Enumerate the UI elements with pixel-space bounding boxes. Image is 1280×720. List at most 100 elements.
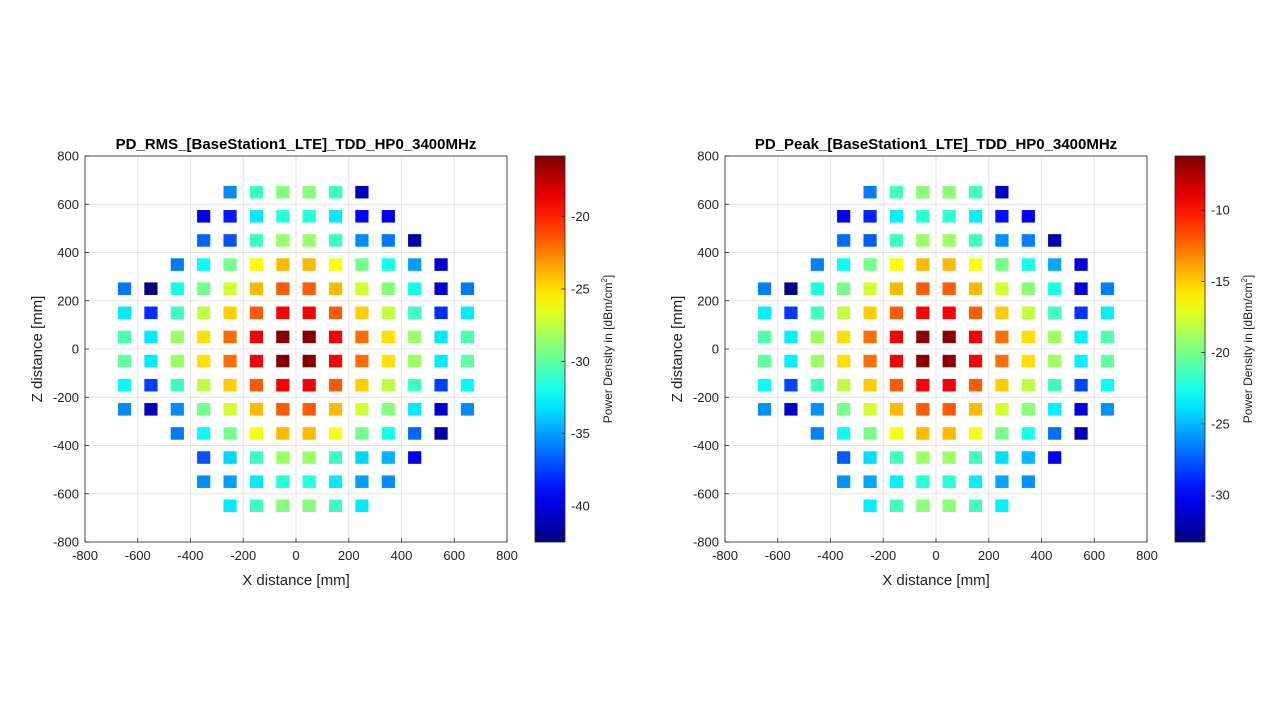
peak-cell-3-4: [863, 258, 877, 271]
peak-cell-2-8: [968, 234, 983, 247]
peak-cell-8-6: [916, 378, 930, 392]
peak-cell-7-3: [837, 354, 851, 368]
peak-cell-10-12: [1074, 427, 1088, 440]
peak-cell-3-8: [968, 258, 983, 271]
rms-cell-12-3: [197, 475, 211, 488]
peak-cell-12-9: [995, 475, 1009, 488]
rms-cell-2-11: [408, 234, 422, 247]
rms-cell-8-11: [408, 378, 422, 392]
rms-cell-12-6: [276, 475, 290, 488]
peak-cell-7-4: [863, 354, 877, 368]
rms-x-axis-label: X distance [mm]: [242, 572, 350, 589]
peak-cell-1-3: [837, 210, 851, 223]
peak-cell-4-9: [995, 282, 1009, 295]
rms-cell-10-3: [197, 427, 211, 440]
rms-ytick-label-7: -600: [53, 486, 79, 501]
peak-cell-1-5: [889, 210, 904, 223]
rms-cell-1-8: [328, 210, 343, 223]
peak-cell-11-10: [1021, 451, 1035, 464]
rms-cell-5-8: [328, 306, 343, 320]
peak-cell-9-11: [1048, 403, 1062, 416]
peak-cell-10-5: [889, 427, 904, 440]
rms-cell-0-9: [355, 185, 369, 199]
peak-xtick-label-8: 800: [1136, 548, 1158, 563]
rms-cell-5-2: [170, 306, 184, 320]
peak-cell-1-9: [995, 210, 1009, 223]
rms-cell-5-9: [355, 306, 369, 320]
rms-cell-0-5: [249, 185, 264, 199]
peak-y-axis-label: Z distance [mm]: [669, 296, 686, 403]
peak-cell-12-8: [968, 475, 983, 488]
rms-cell-11-8: [328, 451, 343, 464]
rms-cell-11-10: [381, 451, 395, 464]
rms-cell-4-11: [408, 282, 422, 295]
rms-cell-1-5: [249, 210, 264, 223]
peak-colorbar: [1174, 155, 1206, 543]
rms-xtick-label-8: 800: [496, 548, 518, 563]
peak-cell-11-9: [995, 451, 1009, 464]
rms-cell-3-7: [302, 258, 316, 271]
peak-cell-8-7: [942, 378, 956, 392]
peak-cell-6-13: [1100, 330, 1115, 344]
peak-cell-3-5: [889, 258, 904, 271]
peak-cell-12-6: [916, 475, 930, 488]
rms-colorbar-label: Power Density in [dBm/cm2]: [600, 275, 615, 424]
rms-colorbar-label-main: Power Density in [dBm/cm: [601, 283, 615, 424]
rms-cell-4-3: [197, 282, 211, 295]
rms-cell-9-12: [434, 403, 448, 416]
rms-ytick-label-2: 400: [57, 245, 79, 260]
peak-cell-4-3: [837, 282, 851, 295]
peak-cell-9-1: [784, 403, 798, 416]
rms-cell-6-4: [223, 330, 237, 344]
rms-cell-7-1: [144, 354, 158, 368]
rms-cell-5-6: [276, 306, 290, 320]
rms-cell-4-13: [460, 282, 475, 295]
peak-cell-4-10: [1021, 282, 1035, 295]
peak-cell-7-8: [968, 354, 983, 368]
rms-cell-6-11: [408, 330, 422, 344]
rms-cell-4-5: [249, 282, 264, 295]
rms-cell-9-11: [408, 403, 422, 416]
rms-cell-10-8: [328, 427, 343, 440]
peak-cell-6-8: [968, 330, 983, 344]
rms-chart-title: PD_RMS_[BaseStation1_LTE]_TDD_HP0_3400MH…: [116, 136, 477, 153]
peak-cell-4-5: [889, 282, 904, 295]
peak-cell-5-12: [1074, 306, 1088, 320]
rms-cell-13-8: [328, 499, 343, 513]
peak-colorbar-tick-label-3: -25: [1211, 416, 1230, 431]
peak-cell-7-5: [889, 354, 904, 368]
peak-chart-title: PD_Peak_[BaseStation1_LTE]_TDD_HP0_3400M…: [755, 136, 1117, 153]
peak-cell-13-8: [968, 499, 983, 513]
rms-cell-5-4: [223, 306, 237, 320]
rms-ytick-label-5: -200: [53, 390, 79, 405]
peak-heatmap-chart: -800 -600 -400 -200 0 200 400 600 80080060040020…: [669, 136, 1255, 589]
peak-cell-2-3: [837, 234, 851, 247]
peak-cell-0-7: [942, 185, 956, 199]
rms-cell-3-6: [276, 258, 290, 271]
rms-cell-7-11: [408, 354, 422, 368]
rms-colorbar-label-end: ]: [601, 275, 615, 278]
rms-cell-8-13: [460, 378, 475, 392]
peak-ytick-label-5: -200: [693, 390, 719, 405]
rms-cell-9-4: [223, 403, 237, 416]
peak-cell-5-1: [784, 306, 798, 320]
peak-cell-7-2: [810, 354, 824, 368]
rms-cell-8-0: [117, 378, 132, 392]
rms-cell-4-9: [355, 282, 369, 295]
rms-cell-8-8: [328, 378, 343, 392]
rms-cell-4-8: [328, 282, 343, 295]
peak-cell-8-13: [1100, 378, 1115, 392]
rms-cell-4-6: [276, 282, 290, 295]
peak-cell-11-4: [863, 451, 877, 464]
rms-cell-2-5: [249, 234, 264, 247]
peak-cell-10-10: [1021, 427, 1035, 440]
peak-cell-7-13: [1100, 354, 1115, 368]
rms-cell-11-7: [302, 451, 316, 464]
rms-cell-4-10: [381, 282, 395, 295]
rms-cell-7-6: [276, 354, 290, 368]
rms-cell-3-10: [381, 258, 395, 271]
rms-cell-5-12: [434, 306, 448, 320]
peak-cell-11-8: [968, 451, 983, 464]
rms-cell-1-9: [355, 210, 369, 223]
peak-cell-4-0: [757, 282, 772, 295]
